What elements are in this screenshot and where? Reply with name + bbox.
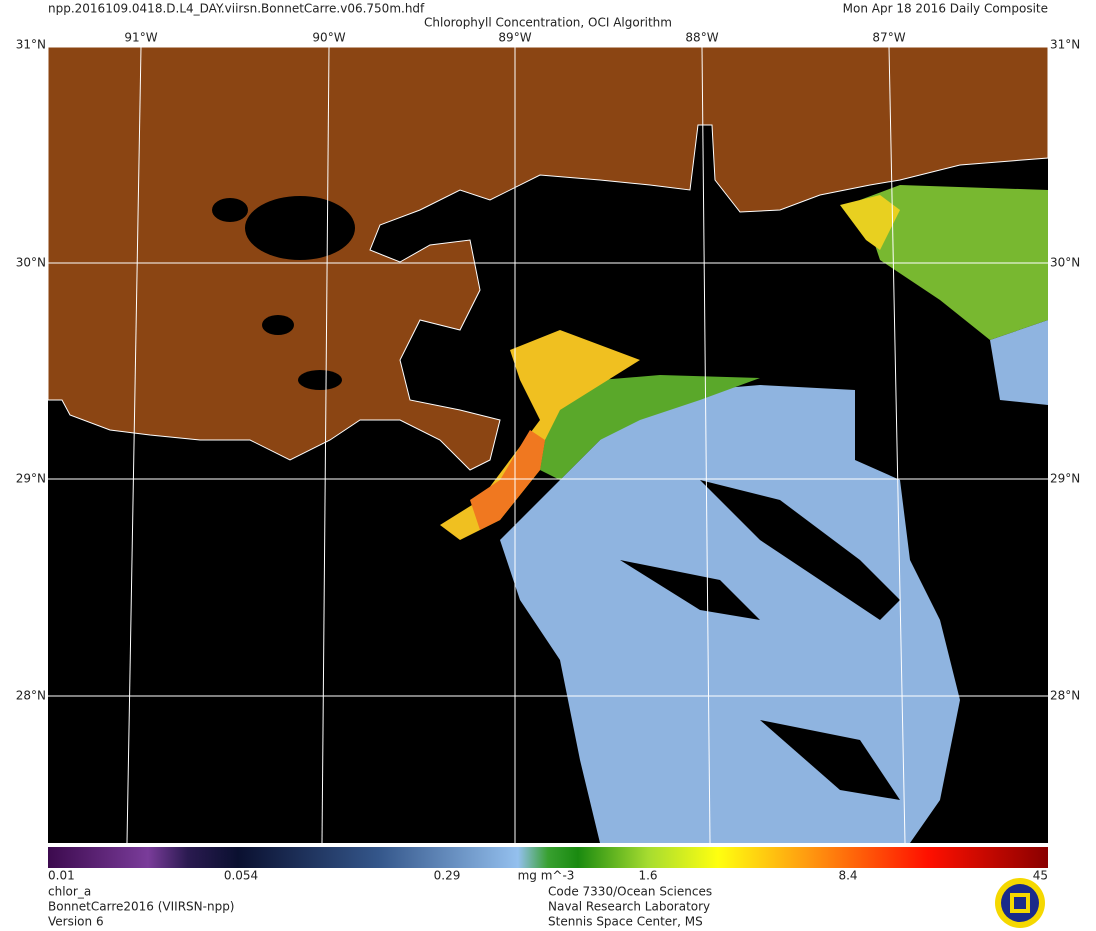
footer-left: BonnetCarre2016 (VIIRSN-npp) xyxy=(48,900,235,914)
chlorophyll-high xyxy=(470,430,545,530)
title: Chlorophyll Concentration, OCI Algorithm xyxy=(424,16,672,30)
lat-label: 30°N xyxy=(1050,256,1080,270)
lon-label: 90°W xyxy=(312,31,345,45)
land xyxy=(47,46,1049,471)
lat-label: 28°N xyxy=(16,689,46,703)
footer-left: Version 6 xyxy=(48,915,104,929)
colorbar-label: 45 xyxy=(1033,869,1048,883)
lon-label: 89°W xyxy=(498,31,531,45)
lon-label: 88°W xyxy=(685,31,718,45)
graticule xyxy=(48,46,1048,844)
colorbar-label: 8.4 xyxy=(838,869,857,883)
file-name: npp.2016109.0418.D.L4_DAY.viirsn.BonnetC… xyxy=(48,2,425,16)
lon-labels: 91°W 90°W 89°W 88°W 87°W xyxy=(124,31,905,45)
lon-label: 91°W xyxy=(124,31,157,45)
logo xyxy=(995,878,1045,928)
lat-label: 31°N xyxy=(16,38,46,52)
colorbar-label: 0.054 xyxy=(224,869,258,883)
footer-left: chlor_a xyxy=(48,885,91,899)
lake xyxy=(262,315,294,335)
colorbar-label: 1.6 xyxy=(638,869,657,883)
lat-label: 28°N xyxy=(1050,689,1080,703)
cloud-gaps xyxy=(620,480,900,800)
units: mg m^-3 xyxy=(518,869,575,883)
lake xyxy=(212,198,248,222)
footer-center: Code 7330/Ocean Sciences xyxy=(548,885,712,899)
colorbar-label: 0.29 xyxy=(434,869,461,883)
lat-label: 30°N xyxy=(16,256,46,270)
lat-label: 31°N xyxy=(1050,38,1080,52)
footer-center: Stennis Space Center, MS xyxy=(548,915,703,929)
colorbar-labels: 0.01 0.054 0.29 1.6 8.4 45 xyxy=(48,869,1048,883)
chlorophyll-high xyxy=(840,195,900,250)
footer-center: Naval Research Laboratory xyxy=(548,900,710,914)
chlorophyll-mid xyxy=(540,375,760,480)
date: Mon Apr 18 2016 Daily Composite xyxy=(843,2,1048,16)
lat-labels: 31°N 31°N 30°N 30°N 29°N 29°N 28°N 28°N xyxy=(16,38,1081,703)
map xyxy=(47,46,1049,843)
lat-label: 29°N xyxy=(16,472,46,486)
lon-label: 87°W xyxy=(872,31,905,45)
colorbar-label: 0.01 xyxy=(48,869,75,883)
lake xyxy=(245,196,355,260)
lake xyxy=(298,370,342,390)
chlorophyll-low xyxy=(990,320,1048,405)
colorbar xyxy=(48,847,1048,868)
lat-label: 29°N xyxy=(1050,472,1080,486)
